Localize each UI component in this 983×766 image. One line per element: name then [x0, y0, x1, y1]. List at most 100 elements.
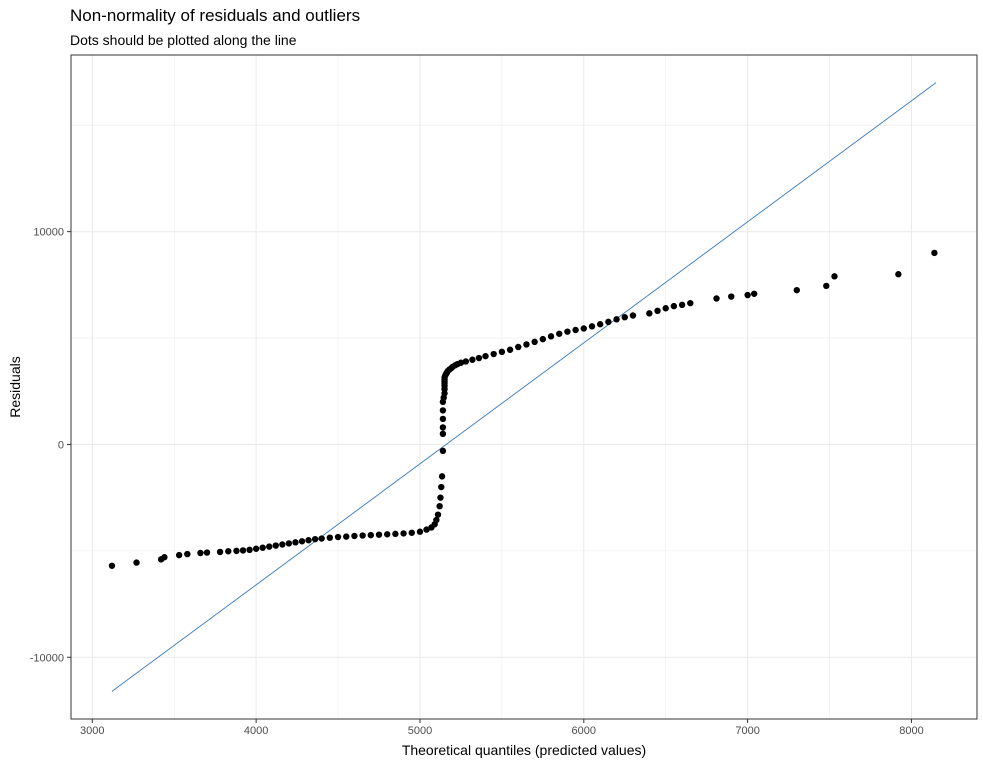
- data-point: [279, 541, 286, 548]
- data-point: [439, 447, 447, 455]
- data-point: [203, 549, 211, 556]
- chart-subtitle: Dots should be plotted along the line: [70, 32, 297, 48]
- data-point: [437, 494, 444, 501]
- data-point: [438, 473, 446, 480]
- data-point: [272, 542, 279, 549]
- data-point: [216, 548, 224, 556]
- data-point: [318, 535, 325, 542]
- data-point: [133, 559, 140, 566]
- data-point: [678, 301, 686, 309]
- data-point: [439, 424, 447, 431]
- data-point: [523, 341, 530, 348]
- data-point: [613, 316, 620, 323]
- x-tick-label: 3000: [80, 725, 104, 737]
- y-tick-label: -10000: [30, 652, 64, 664]
- data-point: [728, 293, 735, 300]
- data-point: [670, 302, 678, 310]
- data-point: [482, 352, 489, 360]
- data-point: [252, 545, 260, 552]
- data-point: [572, 326, 579, 334]
- data-point: [750, 290, 758, 297]
- data-point: [662, 305, 669, 312]
- data-point: [367, 531, 375, 539]
- y-axis-ticks: -10000 0 10000: [30, 227, 71, 664]
- data-point: [392, 530, 399, 538]
- y-tick-label: 10000: [33, 227, 64, 239]
- data-point: [433, 516, 440, 524]
- data-point: [654, 307, 661, 315]
- data-point: [184, 550, 191, 558]
- data-point: [490, 350, 497, 358]
- x-tick-label: 5000: [408, 725, 432, 737]
- x-axis-ticks: 3000 4000 5000 6000 7000 8000: [80, 719, 924, 737]
- data-point: [439, 415, 447, 423]
- data-point: [383, 531, 391, 538]
- data-point: [334, 533, 342, 541]
- x-tick-label: 6000: [572, 725, 596, 737]
- data-point: [343, 533, 350, 540]
- data-points: [108, 249, 938, 569]
- data-point: [259, 544, 266, 551]
- data-point: [436, 502, 443, 510]
- data-point: [108, 562, 116, 569]
- data-point: [588, 323, 596, 330]
- data-point: [475, 354, 483, 362]
- data-point: [469, 356, 476, 363]
- data-point: [292, 539, 299, 546]
- data-point: [831, 273, 838, 280]
- data-point: [564, 328, 571, 335]
- data-point: [687, 299, 694, 307]
- data-point: [931, 249, 938, 257]
- data-point: [359, 532, 366, 539]
- data-point: [246, 546, 253, 554]
- data-point: [375, 531, 383, 538]
- y-tick-label: 0: [58, 439, 64, 451]
- data-point: [539, 335, 547, 343]
- data-point: [596, 321, 604, 328]
- panel-border: [70, 54, 978, 720]
- data-point: [175, 551, 183, 559]
- data-point: [744, 291, 751, 299]
- data-point: [439, 430, 447, 438]
- data-point: [629, 312, 637, 319]
- data-point: [326, 534, 334, 541]
- data-point: [233, 547, 240, 555]
- data-point: [793, 286, 800, 294]
- reference-line: [111, 82, 937, 692]
- data-point: [895, 271, 902, 278]
- data-point: [580, 325, 587, 332]
- data-point: [351, 532, 358, 540]
- data-point: [298, 538, 306, 545]
- data-point: [713, 295, 720, 302]
- data-point: [515, 343, 522, 351]
- data-point: [423, 526, 430, 533]
- data-point: [605, 318, 612, 326]
- data-point: [161, 554, 168, 561]
- data-point: [197, 549, 204, 557]
- data-point: [239, 547, 247, 554]
- data-point: [646, 310, 653, 317]
- data-point: [462, 358, 470, 365]
- data-point: [498, 348, 506, 356]
- x-tick-label: 7000: [735, 725, 759, 737]
- data-point: [438, 483, 445, 491]
- data-point: [621, 313, 628, 321]
- y-axis-title: Residuals: [7, 356, 23, 417]
- data-point: [408, 529, 415, 536]
- data-point: [531, 338, 538, 346]
- data-point: [311, 535, 319, 543]
- data-point: [506, 346, 514, 353]
- data-point: [823, 282, 830, 290]
- data-point: [305, 537, 312, 544]
- data-point: [416, 528, 424, 535]
- data-point: [400, 530, 407, 537]
- data-point: [547, 333, 555, 340]
- data-point: [225, 548, 232, 555]
- chart-title: Non-normality of residuals and outliers: [70, 6, 361, 25]
- x-tick-label: 4000: [244, 725, 268, 737]
- data-point: [285, 540, 293, 547]
- data-point: [266, 543, 273, 550]
- reference-line-group: [111, 82, 937, 692]
- x-axis-title: Theoretical quantiles (predicted values): [402, 742, 646, 758]
